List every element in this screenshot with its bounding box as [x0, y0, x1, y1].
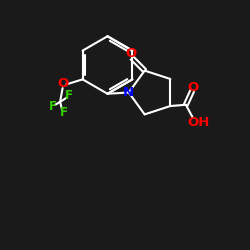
Text: O: O — [125, 47, 136, 60]
Text: O: O — [57, 76, 68, 90]
Text: F: F — [65, 89, 73, 102]
Text: F: F — [60, 106, 68, 119]
Text: OH: OH — [187, 116, 210, 129]
Text: F: F — [49, 100, 57, 113]
Text: O: O — [188, 80, 199, 94]
Text: N: N — [123, 86, 134, 99]
